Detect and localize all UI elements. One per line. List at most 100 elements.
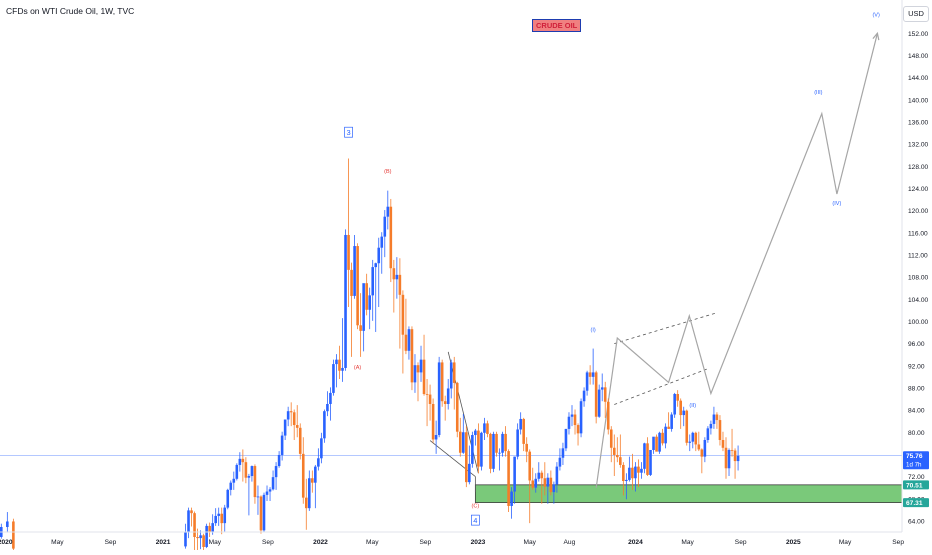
- wave-label: (C): [472, 504, 480, 510]
- candle: [298, 423, 302, 460]
- candle: [498, 448, 501, 471]
- candle-body: [685, 410, 689, 443]
- candle: [286, 406, 290, 427]
- candle: [603, 381, 607, 418]
- candle: [211, 514, 214, 535]
- x-tick-label: Aug: [564, 539, 576, 546]
- currency-button[interactable]: USD: [903, 6, 929, 22]
- candle: [332, 359, 335, 396]
- candle-body: [634, 466, 637, 479]
- candle-body: [184, 532, 187, 547]
- candle-body: [519, 418, 522, 430]
- x-tick-label: 2020: [0, 539, 13, 546]
- candle: [712, 406, 716, 429]
- candle: [477, 423, 480, 474]
- candle-body: [301, 453, 305, 498]
- y-tick-label: 140.00: [908, 97, 929, 104]
- candle: [528, 449, 532, 524]
- x-tick-label: May: [51, 539, 64, 546]
- candle-body: [540, 472, 544, 479]
- candle: [549, 470, 553, 496]
- candle-body: [579, 401, 583, 434]
- candle: [371, 259, 375, 321]
- x-tick-label: Sep: [735, 539, 747, 546]
- candle: [540, 470, 544, 504]
- candle: [516, 423, 519, 460]
- candle: [314, 464, 317, 509]
- wave-label: (A): [354, 365, 362, 371]
- candle-body: [374, 263, 378, 268]
- candle-body: [465, 432, 468, 483]
- candle-body: [226, 489, 230, 508]
- candle-body: [307, 478, 311, 509]
- candle-body: [292, 412, 296, 426]
- candle: [609, 426, 613, 463]
- x-tick-label: 2024: [628, 539, 643, 546]
- candle-body: [289, 411, 293, 413]
- candle: [640, 462, 643, 479]
- candle: [205, 523, 208, 549]
- price-label-box: [903, 498, 929, 508]
- candle-body: [628, 467, 631, 480]
- candle: [513, 456, 516, 504]
- candle-body: [531, 480, 535, 488]
- elliott-wave-projection: [595, 33, 878, 488]
- price-label-text: 67.31: [906, 500, 923, 507]
- candle-body: [392, 268, 396, 280]
- candle-body: [516, 429, 519, 457]
- candle: [311, 470, 314, 493]
- candle-body: [280, 435, 284, 455]
- candle-body: [410, 329, 414, 383]
- candle-body: [449, 362, 453, 389]
- candle: [265, 485, 269, 501]
- candle-body: [286, 411, 290, 420]
- candle-body: [326, 403, 329, 412]
- candle: [235, 463, 239, 481]
- candle-body: [380, 236, 384, 248]
- candle-body: [640, 468, 643, 473]
- candle: [504, 426, 507, 457]
- candle: [449, 359, 453, 399]
- candle-body: [558, 457, 562, 467]
- candle-body: [543, 478, 547, 487]
- candle: [706, 426, 710, 443]
- projection-arrowhead: [872, 31, 880, 41]
- candle-body: [619, 457, 622, 465]
- candle-body: [220, 513, 224, 524]
- candle: [419, 345, 423, 382]
- candle: [606, 398, 610, 435]
- candle-body: [495, 433, 498, 453]
- candle-body: [196, 536, 199, 539]
- candle: [271, 470, 275, 491]
- candle-body: [295, 425, 299, 428]
- candle-body: [344, 234, 347, 368]
- candle: [649, 449, 652, 477]
- candle-body: [498, 452, 501, 454]
- candle: [585, 370, 589, 396]
- candle-body: [407, 329, 411, 351]
- candle: [229, 480, 233, 496]
- candle-body: [715, 414, 719, 421]
- wave-label-text: (A): [354, 365, 362, 371]
- candle-body: [664, 426, 667, 444]
- candle: [600, 373, 604, 402]
- candle-body: [597, 389, 601, 417]
- candle-body: [561, 448, 565, 458]
- candle: [685, 409, 689, 446]
- candle-body: [338, 359, 341, 371]
- x-tick-label: Sep: [419, 539, 431, 546]
- candle-body: [480, 432, 483, 467]
- candle-body: [585, 372, 589, 391]
- wave-label: (I): [591, 327, 596, 333]
- candle-body: [661, 432, 664, 444]
- candle: [304, 478, 308, 530]
- candle-body: [235, 464, 239, 479]
- candle-body: [229, 482, 233, 490]
- candle: [483, 417, 486, 441]
- candle: [386, 190, 390, 230]
- candle-body: [458, 431, 462, 453]
- candle-body: [419, 359, 423, 373]
- candle-body: [637, 466, 640, 473]
